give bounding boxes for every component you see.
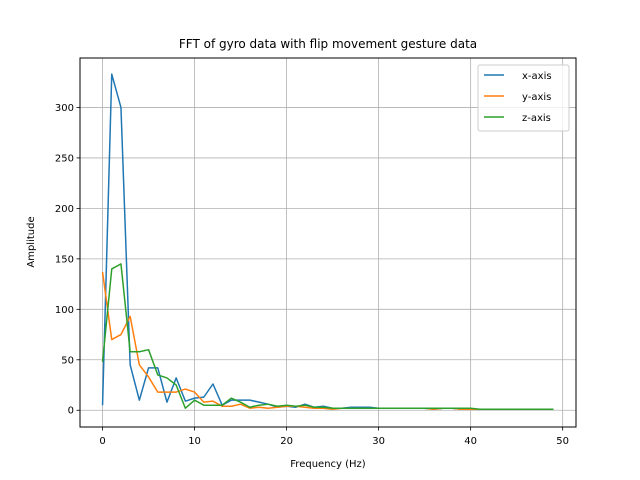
legend-box [477, 64, 570, 132]
chart-title: FFT of gyro data with flip movement gest… [179, 37, 477, 51]
x-axis-ticks: 0 10 20 30 40 50 [99, 427, 569, 447]
legend-label: y-axis [522, 92, 551, 103]
x-tick-label: 10 [188, 436, 201, 447]
y-tick-label: 250 [55, 153, 74, 164]
y-tick-label: 100 [55, 305, 74, 316]
x-axis-label: Frequency (Hz) [290, 459, 366, 470]
grid-lines [80, 58, 576, 427]
y-tick-label: 50 [61, 355, 74, 366]
y-axis-ticks: 0 50 100 150 200 250 300 [55, 103, 80, 417]
y-axis-label: Amplitude [26, 216, 37, 267]
plot-frame [79, 57, 577, 428]
y-tick-label: 200 [55, 204, 74, 215]
x-tick-label: 20 [280, 436, 293, 447]
legend-label: z-axis [522, 113, 551, 124]
legend-label: x-axis [522, 71, 552, 82]
x-tick-label: 50 [556, 436, 569, 447]
x-tick-label: 30 [372, 436, 385, 447]
legend: x-axis y-axis z-axis [477, 64, 570, 132]
y-tick-label: 150 [55, 254, 74, 265]
x-tick-label: 40 [464, 436, 477, 447]
y-tick-label: 300 [55, 103, 74, 114]
x-tick-label: 0 [99, 436, 105, 447]
series-lines [101, 73, 554, 410]
series-line-z-axis [101, 263, 554, 410]
y-tick-label: 0 [68, 406, 74, 417]
